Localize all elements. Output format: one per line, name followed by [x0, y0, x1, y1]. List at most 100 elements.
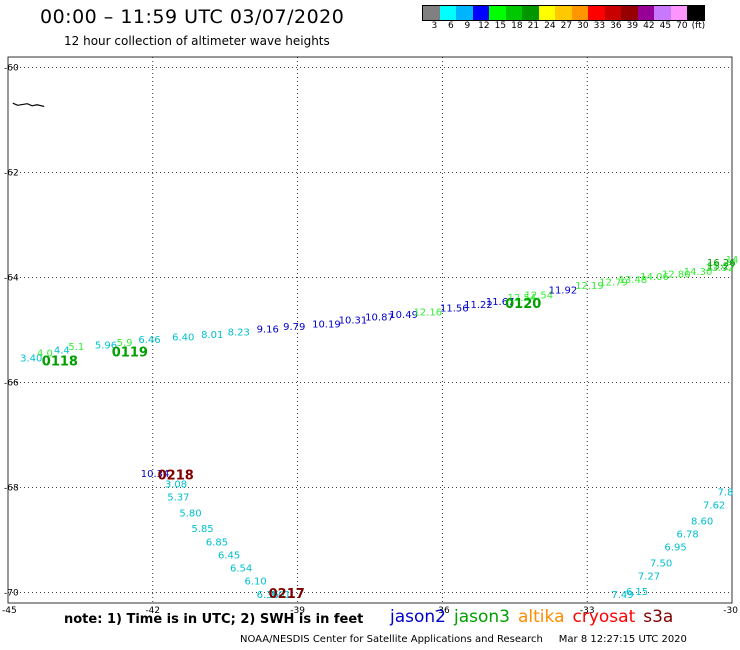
swh-value: 11.67 — [486, 297, 515, 308]
color-scale-label: 36 — [610, 21, 622, 31]
swh-value: 6.15 — [626, 587, 648, 598]
swh-value: 10.49 — [389, 310, 418, 321]
color-swatch — [489, 6, 506, 20]
swh-value: 5.1 — [68, 342, 84, 353]
swh-value: 7.62 — [703, 501, 725, 512]
lon-tick-label: -30 — [723, 606, 738, 616]
swh-value: 3.40 — [20, 354, 42, 365]
swh-value: 8.23 — [228, 327, 250, 338]
swh-value: 8.01 — [201, 330, 223, 341]
axis-tick-labels: -45 -42 -39 -36 -33 -30 -60 -62 -64 -66 -68 -70 — [2, 64, 738, 617]
color-scale-label: 39 — [626, 21, 639, 31]
color-scale-label: 27 — [560, 21, 573, 31]
color-swatch — [472, 6, 489, 20]
swh-value: 6.45 — [218, 550, 240, 561]
color-swatch — [670, 6, 687, 20]
color-swatch — [571, 6, 588, 20]
lat-tick-label: -66 — [4, 379, 19, 389]
lon-tick-label: -42 — [145, 606, 160, 616]
color-scale-bar — [422, 5, 705, 21]
pass-time-label: 0120 — [505, 297, 541, 312]
swh-value: 6.46 — [138, 335, 160, 346]
swh-value: 14 — [726, 255, 739, 266]
color-swatch — [687, 6, 704, 20]
coastline — [12, 102, 45, 107]
color-scale-label: 24 — [544, 21, 556, 31]
swh-value: 16.26 — [707, 258, 736, 269]
swh-value: 6.95 — [664, 543, 686, 554]
swh-value: 7.01 — [269, 590, 291, 601]
color-swatch — [505, 6, 522, 20]
swh-value: 14.30 — [684, 267, 713, 278]
swh-value: 6.85 — [206, 537, 228, 548]
legend-jason3: jason3 — [454, 607, 510, 627]
swh-value: 6.78 — [676, 529, 698, 540]
satellite-legend: jason2 jason3 altika cryosat s3a — [390, 607, 681, 627]
generated-timestamp: Mar 8 12:27:15 UTC 2020 — [558, 634, 687, 645]
color-scale-label: 15 — [494, 21, 507, 31]
swh-value: 7.49 — [611, 590, 633, 601]
lon-tick-label: -36 — [435, 606, 450, 616]
color-scale-label: 12 — [478, 21, 490, 31]
color-scale-label: 42 — [643, 21, 655, 31]
color-scale-label: 3 — [431, 21, 438, 31]
lon-tick-label: -33 — [580, 606, 595, 616]
swh-value: 4.0 — [37, 348, 53, 359]
color-swatch — [522, 6, 539, 20]
swh-value: 10.87 — [365, 313, 394, 324]
legend-cryosat: cryosat — [572, 607, 636, 627]
pass-labels: 0118 0119 0120 0218 0217 — [42, 297, 542, 602]
swh-value: 11.92 — [549, 285, 578, 296]
swh-value: 5.85 — [191, 524, 213, 535]
lon-tick-label: -45 — [2, 606, 17, 616]
legend-altika: altika — [518, 607, 565, 627]
pass-time-label: 0217 — [269, 587, 305, 602]
swh-value: 12.16 — [413, 307, 442, 318]
swh-value: 5.96 — [95, 340, 117, 351]
pass-time-label: 0218 — [158, 469, 194, 484]
swh-value: 14.06 — [640, 272, 669, 283]
color-scale-label: 6 — [448, 21, 454, 31]
color-scale-label: 9 — [464, 21, 471, 31]
swh-value: 4.4 — [54, 346, 70, 357]
pass-time-label: 0118 — [42, 355, 78, 370]
swh-value: 12.19 — [575, 281, 604, 292]
color-swatch — [637, 6, 654, 20]
credit-text: NOAA/NESDIS Center for Satellite Applica… — [240, 634, 543, 645]
swh-value: 7.27 — [638, 571, 660, 582]
color-swatch — [588, 6, 605, 20]
swh-value: 12.80 — [662, 270, 691, 281]
swh-value: 12.79 — [599, 277, 628, 288]
legend-jason2: jason2 — [390, 607, 446, 627]
swh-value: 3.08 — [165, 480, 187, 491]
color-swatch — [604, 6, 621, 20]
swh-value: 6.40 — [172, 333, 194, 344]
swh-value: 7.50 — [650, 558, 672, 569]
swh-value: 13.48 — [619, 275, 648, 286]
lon-tick-label: -39 — [290, 606, 305, 616]
color-scale-label: 70 — [676, 21, 688, 31]
coastline-segment — [12, 102, 45, 107]
swh-value: 10.19 — [312, 319, 341, 330]
color-scale-labels: 3 6 9 12 15 18 21 24 27 30 33 36 39 42 45 70 (ft) — [422, 21, 740, 33]
swh-value: 13.92 — [705, 263, 734, 274]
color-swatch — [555, 6, 572, 20]
swh-observations: 3.404.0 4.45.1 5.96 5.9 6.46 6.40 8.01 8.23 9.16… — [20, 255, 738, 601]
swh-value: 6.36 — [257, 590, 279, 601]
lat-tick-label: -70 — [4, 589, 19, 599]
color-scale-label: 21 — [527, 21, 540, 31]
swh-value: 9.16 — [257, 325, 279, 336]
swh-value: 10.31 — [339, 316, 368, 327]
graticule — [8, 57, 732, 603]
color-swatch — [439, 6, 456, 20]
lat-tick-label: -62 — [4, 169, 19, 179]
swh-value: 5.37 — [167, 493, 189, 504]
color-scale-label: 18 — [511, 21, 523, 31]
map-frame — [7, 56, 733, 604]
swh-value: 9.79 — [283, 322, 305, 333]
color-scale-label: 30 — [577, 21, 589, 31]
units-note: note: 1) Time is in UTC; 2) SWH is in fe… — [64, 612, 364, 627]
swh-value: 11.22 — [464, 300, 493, 311]
swh-value: 10.34 — [141, 469, 170, 480]
